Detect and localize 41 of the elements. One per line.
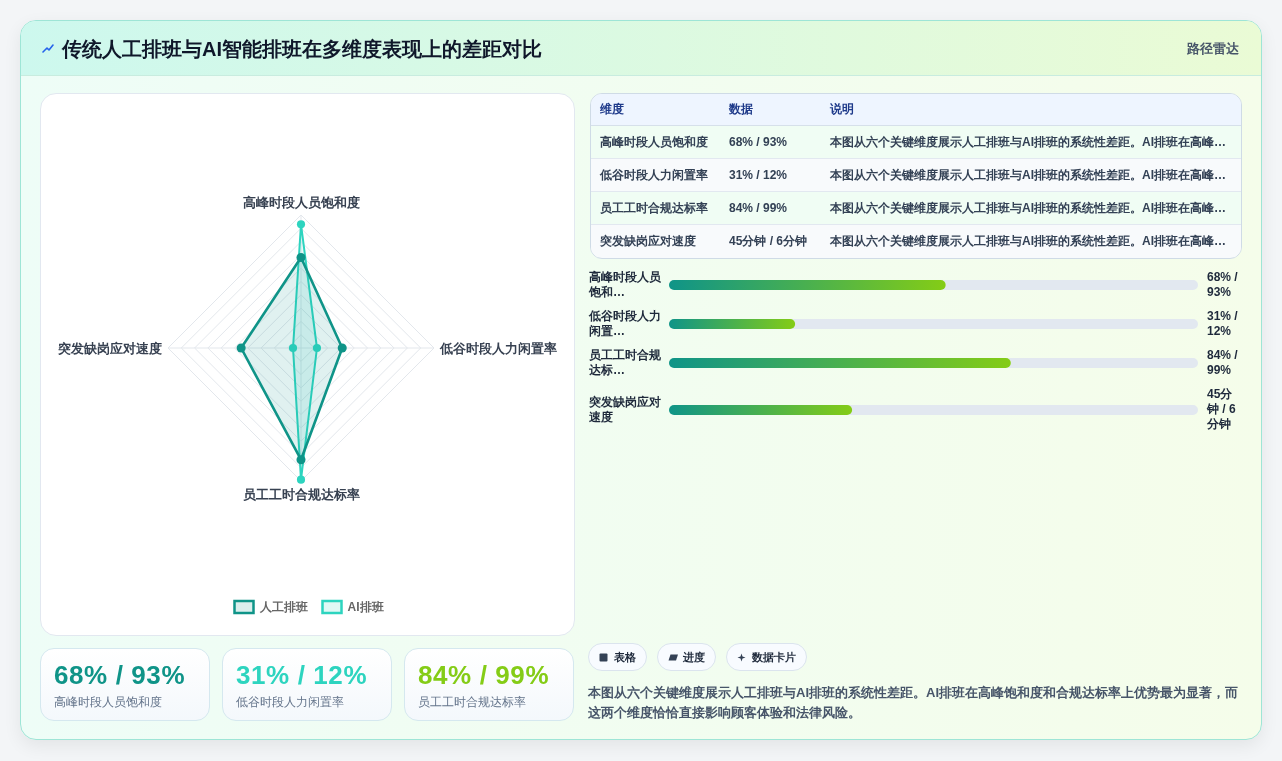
data-label: 68% / 93%: [1207, 270, 1239, 300]
text: 本图从六个关键维度展示人工排班与AI排班的系统性差距。AI排班在高峰…: [830, 167, 1226, 182]
data-label: 45分钟 / 6分钟: [1207, 387, 1237, 432]
text: 84% / 99%: [418, 660, 550, 690]
spoke-label: 突发缺岗应对速度: [57, 340, 162, 356]
y-tick-label: 员工工时合规达标…: [589, 348, 662, 378]
text: 数据卡片: [752, 649, 796, 665]
category-label: 说明: [821, 94, 1241, 126]
text: 45分钟 / 6分钟: [729, 233, 808, 248]
category-label: 数据: [720, 94, 821, 126]
text: 表格: [614, 649, 636, 665]
chart-title: 传统人工排班与AI智能排班在多维度表现上的差距对比: [62, 37, 542, 62]
text: 68% / 93%: [54, 660, 186, 690]
spoke-label: 低谷时段人力闲置率: [439, 340, 557, 356]
text: 员工工时合规达标率: [600, 200, 708, 215]
text: 路径雷达: [1187, 40, 1239, 58]
text: 低谷时段人力闲置率: [600, 167, 708, 182]
text: 突发缺岗应对速度: [600, 233, 696, 248]
legend-label: AI排班: [347, 600, 384, 614]
text: 本图从六个关键维度展示人工排班与AI排班的系统性差距。AI排班在高峰…: [830, 134, 1226, 149]
category-label: 低谷时段人力闲置率: [236, 694, 344, 711]
text: 本图从六个关键维度展示人工排班与AI排班的系统性差距。AI排班在高峰饱和度和合规达标率上优势最为显著，而这两个维度恰恰直接影响顾客体验和法律风险。: [588, 684, 1239, 722]
text: 68% / 93%: [729, 135, 788, 149]
text: 31% / 12%: [729, 168, 788, 182]
data-label: 31% / 12%: [1207, 309, 1239, 339]
text: 84% / 99%: [729, 201, 788, 215]
spoke-label: 员工工时合规达标率: [242, 486, 360, 502]
text: 进度: [683, 649, 705, 665]
text: 本图从六个关键维度展示人工排班与AI排班的系统性差距。AI排班在高峰…: [830, 233, 1226, 248]
text: 31% / 12%: [236, 660, 368, 690]
y-tick-label: 高峰时段人员饱和…: [589, 270, 662, 300]
category-label: 维度: [591, 94, 720, 126]
category-label: 高峰时段人员饱和度: [54, 694, 162, 711]
category-label: 员工工时合规达标率: [418, 694, 526, 711]
spoke-label: 高峰时段人员饱和度: [242, 194, 360, 210]
text: 高峰时段人员饱和度: [600, 134, 708, 149]
text: 本图从六个关键维度展示人工排班与AI排班的系统性差距。AI排班在高峰…: [830, 200, 1226, 215]
data-label: 84% / 99%: [1207, 348, 1239, 378]
y-tick-label: 低谷时段人力闲置…: [589, 309, 662, 339]
legend-label: 人工排班: [258, 600, 308, 614]
y-tick-label: 突发缺岗应对速度: [589, 394, 662, 425]
